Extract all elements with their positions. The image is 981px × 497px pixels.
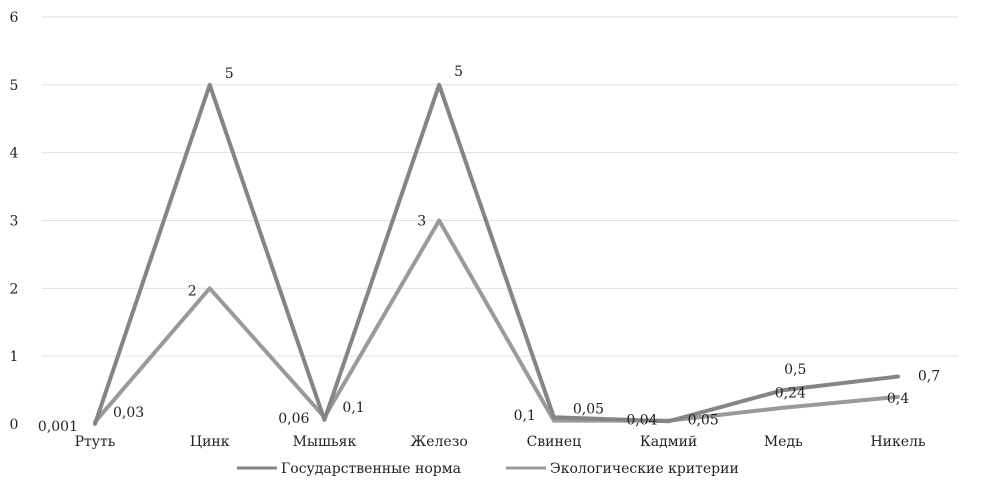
- x-category-label: Кадмий: [640, 434, 697, 450]
- legend-label-state-norm: Государственные норма: [281, 461, 461, 477]
- data-labels: 0,001 5 0,06 5 0,1 0,04 0,5 0,7 0,03 2 0,1 3 0,05 0,0…: [38, 64, 940, 435]
- data-label-eco-criteria: 0,05: [688, 413, 719, 429]
- y-tick-label: 2: [10, 281, 19, 297]
- x-category-label: Железо: [411, 434, 468, 450]
- y-tick-label: 1: [10, 349, 19, 365]
- data-label-state-norm: 0,001: [38, 419, 78, 435]
- data-label-eco-criteria: 0,03: [113, 405, 144, 421]
- data-label-eco-criteria: 0,4: [887, 391, 909, 407]
- legend-label-eco-criteria: Экологические критерии: [550, 461, 739, 477]
- data-label-state-norm: 5: [225, 66, 234, 82]
- data-label-eco-criteria: 3: [417, 214, 426, 230]
- grid-lines: [42, 16, 958, 357]
- series-line-state-norm: [93, 82, 900, 426]
- y-tick-label: 4: [10, 146, 19, 162]
- data-label-state-norm: 5: [454, 64, 463, 80]
- data-label-eco-criteria: 2: [188, 283, 197, 299]
- x-axis-categories: Ртуть Цинк Мышьяк Железо Свинец Кадмий Медь Ник…: [75, 434, 926, 450]
- x-category-label: Медь: [764, 434, 803, 450]
- y-tick-label: 5: [10, 78, 19, 94]
- data-label-eco-criteria: 0,1: [342, 400, 364, 416]
- data-label-state-norm: 0,7: [918, 369, 940, 385]
- data-label-state-norm: 0,04: [626, 412, 657, 428]
- data-label-state-norm: 0,5: [784, 362, 806, 378]
- series-line-eco-criteria: [93, 218, 900, 424]
- y-tick-label: 6: [10, 10, 19, 26]
- data-label-eco-criteria: 0,05: [573, 402, 604, 418]
- y-tick-label: 3: [10, 214, 19, 230]
- x-category-label: Ртуть: [75, 434, 116, 450]
- y-axis-ticks: 0 1 2 3 4 5 6: [10, 10, 19, 433]
- x-category-label: Мышьяк: [293, 434, 357, 450]
- legend: Государственные норма Экологические крите…: [237, 461, 739, 477]
- x-category-label: Свинец: [527, 434, 582, 450]
- x-category-label: Цинк: [190, 434, 230, 450]
- series-lines: [93, 82, 900, 426]
- data-label-eco-criteria: 0,24: [775, 386, 806, 402]
- data-label-state-norm: 0,1: [514, 408, 536, 424]
- x-category-label: Никель: [870, 434, 925, 450]
- data-label-state-norm: 0,06: [278, 411, 309, 427]
- y-tick-label: 0: [10, 417, 19, 433]
